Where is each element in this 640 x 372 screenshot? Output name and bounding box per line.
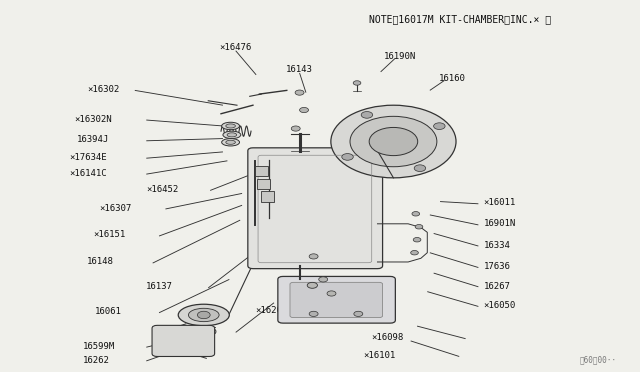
Text: ×16476: ×16476	[220, 42, 252, 51]
Circle shape	[291, 126, 300, 131]
Circle shape	[433, 123, 445, 129]
Circle shape	[415, 225, 423, 229]
Text: ×16452: ×16452	[147, 185, 179, 194]
Text: ∖60：00··: ∖60：00··	[580, 356, 617, 365]
Text: 16148: 16148	[87, 257, 114, 266]
Circle shape	[307, 282, 317, 288]
Bar	[257, 179, 270, 189]
Ellipse shape	[226, 140, 236, 144]
Circle shape	[353, 81, 361, 85]
Circle shape	[411, 250, 419, 255]
Ellipse shape	[227, 133, 237, 137]
Ellipse shape	[221, 138, 239, 146]
Circle shape	[350, 116, 437, 167]
Text: 16334: 16334	[483, 241, 510, 250]
Circle shape	[309, 254, 318, 259]
Text: 16599M: 16599M	[83, 341, 115, 350]
Text: ×16101: ×16101	[364, 351, 396, 360]
Text: 16190N: 16190N	[384, 52, 416, 61]
Circle shape	[327, 291, 336, 296]
Circle shape	[369, 128, 418, 155]
Text: ×16302: ×16302	[87, 85, 119, 94]
Ellipse shape	[221, 122, 239, 130]
Circle shape	[309, 311, 318, 317]
Text: ×16050: ×16050	[483, 301, 516, 310]
Text: ×16098: ×16098	[371, 333, 403, 342]
FancyBboxPatch shape	[248, 148, 383, 269]
Circle shape	[331, 105, 456, 178]
Text: 16160: 16160	[439, 74, 466, 83]
Text: ×16204: ×16204	[255, 306, 287, 315]
Text: 16262: 16262	[83, 356, 109, 365]
Bar	[255, 166, 268, 176]
Text: ×17634E: ×17634E	[70, 153, 108, 161]
Text: 16137: 16137	[147, 282, 173, 291]
Circle shape	[412, 212, 420, 216]
Text: ×16011: ×16011	[483, 198, 516, 207]
Ellipse shape	[226, 124, 236, 128]
Circle shape	[354, 311, 363, 317]
Text: 16901N: 16901N	[483, 219, 516, 228]
Text: ×16307: ×16307	[100, 204, 132, 213]
Text: NOTE：16017M KIT-CHAMBER（INC.× ）: NOTE：16017M KIT-CHAMBER（INC.× ）	[369, 14, 552, 24]
Text: ×16151: ×16151	[93, 230, 125, 240]
Circle shape	[414, 165, 426, 171]
Circle shape	[197, 311, 210, 319]
Text: 16143: 16143	[286, 65, 313, 74]
Bar	[261, 191, 274, 202]
Ellipse shape	[178, 304, 229, 326]
Ellipse shape	[188, 308, 219, 322]
Circle shape	[413, 237, 421, 242]
Text: ×16302N: ×16302N	[74, 115, 112, 124]
Text: 16267: 16267	[483, 282, 510, 291]
Text: 16066: 16066	[191, 327, 218, 336]
Circle shape	[295, 90, 304, 95]
Text: 17636: 17636	[483, 262, 510, 271]
Circle shape	[319, 277, 328, 282]
FancyBboxPatch shape	[152, 326, 214, 356]
Text: 16061: 16061	[95, 307, 122, 316]
Circle shape	[361, 112, 372, 118]
Circle shape	[300, 108, 308, 113]
Text: ×16141C: ×16141C	[70, 169, 108, 177]
FancyBboxPatch shape	[290, 282, 383, 318]
FancyBboxPatch shape	[278, 276, 396, 323]
Circle shape	[342, 154, 353, 160]
Ellipse shape	[223, 131, 241, 138]
Text: 16394J: 16394J	[77, 135, 109, 144]
